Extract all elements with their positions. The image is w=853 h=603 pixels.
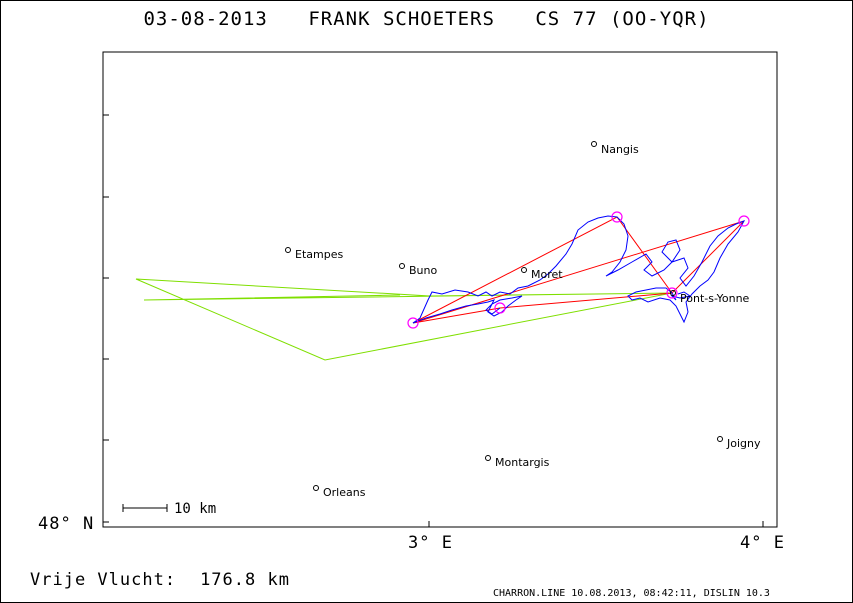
longitude-label-3e: 3° E: [408, 533, 453, 553]
turnpoint: [611, 211, 623, 223]
free-flight-line: [135, 278, 673, 361]
flight-date: 03-08-2013: [143, 8, 268, 30]
town-marker-joigny: [717, 436, 723, 442]
town-label-moret: Moret: [531, 268, 563, 281]
distance-value: 176.8 km: [200, 570, 290, 590]
town-label-buno: Buno: [409, 264, 437, 277]
town-label-etampes: Etampes: [295, 248, 343, 261]
distance-summary: Vrije Vlucht: 176.8 km: [30, 570, 290, 590]
town-label-joigny: Joigny: [726, 437, 761, 450]
longitude-label-4e: 4° E: [740, 533, 785, 553]
y-ticks: [103, 114, 764, 527]
turnpoint: [738, 215, 750, 227]
scale-bar: [122, 504, 168, 512]
gps-track: [412, 215, 746, 324]
flight-title: 03-08-2013 FRANK SCHOETERS CS 77 (OO-YQR…: [0, 8, 853, 30]
town-marker-orleans: [313, 485, 319, 491]
town-label-nangis: Nangis: [601, 143, 639, 156]
gps-track-west: [412, 295, 523, 324]
town-marker-buno: [399, 263, 405, 269]
glider-id: CS 77 (OO-YQR): [535, 8, 710, 30]
turnpoint: [666, 287, 678, 299]
turnpoint-start: [407, 317, 419, 329]
town-marker-montargis: [485, 455, 491, 461]
plot-area: [102, 51, 778, 528]
town-marker-pont-s-yonne: [670, 290, 676, 296]
town-marker-moret: [521, 267, 527, 273]
town-marker-etampes: [285, 247, 291, 253]
pilot-name: FRANK SCHOETERS: [308, 8, 495, 30]
town-markers: Nangis Etampes Buno Moret Pont-s-Yonne J…: [285, 141, 761, 499]
town-marker-nangis: [591, 141, 597, 147]
distance-label: Vrije Vlucht:: [30, 570, 177, 590]
turnpoint: [494, 302, 506, 314]
latitude-label: 48° N: [38, 514, 95, 534]
town-label-pont-s-yonne: Pont-s-Yonne: [680, 292, 750, 305]
program-info: CHARRON.LINE 10.08.2013, 08:42:11, DISLI…: [493, 588, 770, 599]
town-label-orleans: Orleans: [323, 486, 366, 499]
town-label-montargis: Montargis: [495, 456, 550, 469]
scale-bar-label: 10 km: [174, 501, 216, 517]
turnpoints: [407, 211, 750, 329]
